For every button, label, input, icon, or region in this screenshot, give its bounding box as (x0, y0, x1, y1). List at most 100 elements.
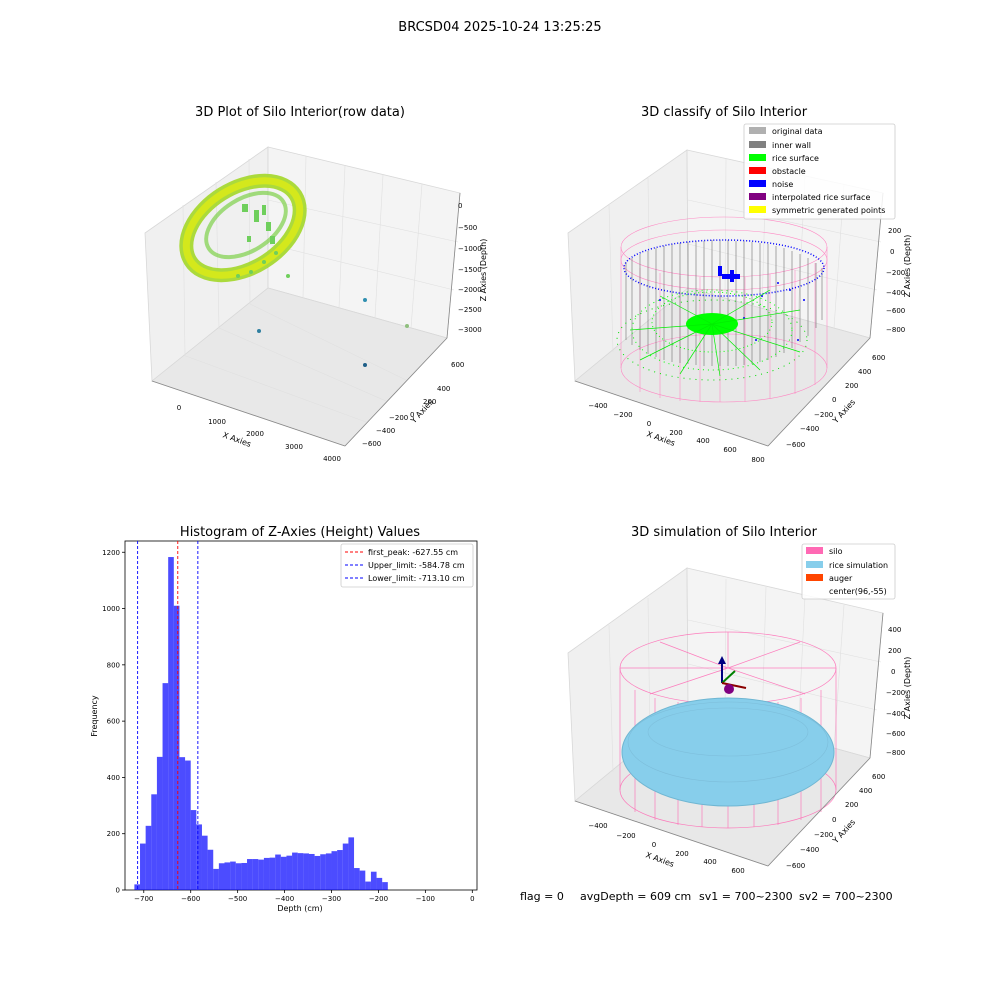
raw-ztick: 0 (458, 202, 462, 210)
legend-label-rice-simulation: rice simulation (829, 561, 888, 570)
histogram-legend-frame (340, 543, 474, 588)
raw-ytick: −600 (362, 440, 381, 448)
raw-yticks: 600 400 200 0 −200 −400 −600 (362, 361, 464, 448)
histogram-bar (241, 862, 248, 890)
simulation-xticks: −400 −200 0 200 400 600 (588, 822, 744, 875)
classify-ztick: −200 (886, 269, 905, 277)
simulation-panel-title: 3D simulation of Silo Interior (631, 525, 818, 540)
legend-label-symmetric-generated-points: symmetric generated points (772, 206, 885, 215)
histogram-legend: first_peak: -627.55 cm Upper_limit: -584.… (340, 543, 474, 588)
histogram-bar (140, 843, 146, 890)
histogram-title: Histogram of Z-Axies (Height) Values (180, 525, 420, 540)
histogram-bar (162, 683, 169, 890)
classify-ytick: 200 (845, 382, 858, 390)
histogram-ytick-label: 800 (107, 661, 120, 669)
classify-gridlines (608, 158, 882, 353)
histogram-reference-lines (137, 541, 199, 890)
histogram-bar (342, 843, 349, 890)
simulation-auger (718, 656, 747, 694)
histogram-xtick-label: −300 (322, 895, 341, 903)
legend-label-auger: auger (829, 574, 853, 583)
histogram-bar (252, 859, 259, 890)
legend-swatch-rice-surface (749, 154, 766, 161)
legend-swatch-inner-wall (749, 141, 766, 148)
simulation-ytick: −600 (786, 862, 805, 870)
legend-swatch-center (806, 587, 823, 594)
simulation-panel: 3D simulation of Silo Interior (567, 525, 912, 875)
simulation-xtick: 400 (703, 858, 716, 866)
histogram-bar (258, 859, 264, 890)
simulation-xtick: 0 (652, 841, 656, 849)
histogram-bar (201, 835, 208, 890)
histogram-xtick-label: −400 (275, 895, 294, 903)
raw-ztick: −2000 (458, 286, 482, 294)
legend-label-obstacle: obstacle (772, 167, 806, 176)
histogram-bar (230, 861, 236, 890)
figure-suptitle: BRCSD04 2025-10-24 13:25:25 (398, 20, 601, 35)
raw-ztick: −3000 (458, 326, 482, 334)
classify-ztick: −600 (886, 307, 905, 315)
legend-swatch-symmetric-generated-points (749, 206, 766, 213)
histogram-yticks: 0 200 400 600 800 1000 1200 (102, 549, 125, 895)
classify-noise-ring (623, 239, 825, 297)
simulation-ytick: 600 (872, 773, 885, 781)
histogram-bar (303, 853, 309, 890)
simulation-ztick: 200 (888, 647, 901, 655)
histogram-bar (263, 857, 270, 890)
histogram-bar (224, 862, 231, 890)
simulation-xtick: −400 (588, 822, 607, 830)
histogram-bar (286, 855, 293, 890)
legend-swatch-rice-simulation (806, 561, 823, 568)
simulation-ytick: 0 (832, 816, 836, 824)
histogram-ytick-label: 0 (116, 887, 120, 895)
histogram-bar (185, 760, 191, 890)
classify-xtick: −200 (613, 411, 632, 419)
classify-ztick: 0 (890, 248, 894, 256)
simulation-ztick: −600 (886, 730, 905, 738)
histogram-bar (213, 868, 219, 890)
histogram-bar (235, 863, 242, 890)
histogram-bar (320, 854, 326, 890)
classify-zticks: 200 0 −200 −400 −600 −800 (886, 227, 905, 334)
raw-xtick: 4000 (323, 455, 341, 463)
histogram-xtick-label: −200 (369, 895, 388, 903)
classify-ytick: 600 (872, 354, 885, 362)
histogram-bar (359, 870, 366, 890)
histogram-bar (348, 837, 355, 890)
legend-swatch-obstacle (749, 167, 766, 174)
histogram-ytick-label: 1200 (102, 549, 120, 557)
histogram-bar (190, 810, 197, 890)
histogram-legend-label: Upper_limit: -584.78 cm (368, 561, 465, 570)
histogram-bar (173, 605, 180, 890)
raw-xtick: 0 (177, 404, 181, 412)
histogram-bar (382, 882, 388, 890)
simulation-xtick: 200 (675, 850, 688, 858)
histogram-bars (134, 557, 388, 890)
histogram-bar (370, 871, 377, 890)
simulation-ytick: 200 (845, 801, 858, 809)
classify-noise-points (659, 266, 805, 341)
classify-xtick: 800 (751, 456, 764, 464)
histogram-bar (280, 856, 287, 890)
histogram-ytick-label: 400 (107, 774, 120, 782)
legend-label-center: center(96,-55) (829, 587, 887, 596)
legend-swatch-auger (806, 574, 823, 581)
raw-ztick: −1000 (458, 245, 482, 253)
classify-xticks: −400 −200 0 200 400 600 800 (588, 402, 764, 464)
simulation-xtick: 600 (731, 867, 744, 875)
simulation-ytick: −400 (800, 846, 819, 854)
histogram-bar (314, 855, 321, 890)
histogram-bar (168, 557, 174, 890)
histogram-xtick-label: −700 (134, 895, 153, 903)
classify-ytick: −600 (786, 441, 805, 449)
classify-ytick: −200 (814, 411, 833, 419)
classify-xtick: 0 (647, 420, 651, 428)
histogram-bar (275, 854, 281, 890)
legend-swatch-noise (749, 180, 766, 187)
classify-ztick: −800 (886, 326, 905, 334)
classify-xtick: 600 (723, 446, 736, 454)
simulation-ytick: −200 (814, 831, 833, 839)
histogram-bar (376, 877, 383, 890)
simulation-ztick: −800 (886, 749, 905, 757)
